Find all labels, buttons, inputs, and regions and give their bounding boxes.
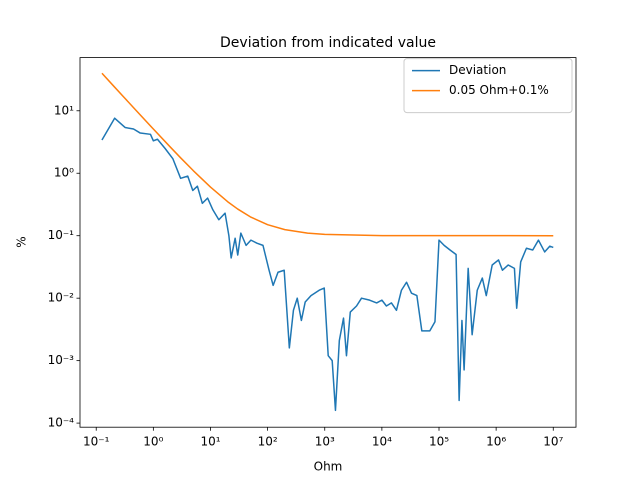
y-axis-label: % xyxy=(15,236,29,247)
x-tick-label: 10² xyxy=(258,435,278,449)
x-tick-label: 10⁴ xyxy=(372,435,392,449)
x-tick-label: 10⁰ xyxy=(143,435,163,449)
legend-box xyxy=(403,58,573,114)
x-axis-label: Ohm xyxy=(314,460,343,474)
x-tick-label: 10⁶ xyxy=(486,435,506,449)
x-tick-label: 10¹ xyxy=(200,435,220,449)
x-tick-label: 10⁷ xyxy=(543,435,563,449)
plot-frame xyxy=(79,57,577,428)
y-tick-label: 10⁻¹ xyxy=(48,228,75,242)
x-tick-label: 10³ xyxy=(315,435,335,449)
legend-label: 0.05 Ohm+0.1% xyxy=(449,83,549,97)
y-tick-label: 10⁻³ xyxy=(48,353,75,367)
y-tick-label: 10¹ xyxy=(54,103,74,117)
series-line xyxy=(101,117,554,412)
chart-title: Deviation from indicated value xyxy=(220,35,436,51)
y-tick-label: 10⁻² xyxy=(48,291,75,305)
y-tick-label: 10⁰ xyxy=(54,166,74,180)
legend-label: Deviation xyxy=(449,63,506,77)
y-tick-label: 10⁻⁴ xyxy=(48,416,75,430)
series-line xyxy=(101,72,554,237)
x-tick-label: 10⁻¹ xyxy=(83,435,110,449)
x-tick-label: 10⁵ xyxy=(429,435,449,449)
